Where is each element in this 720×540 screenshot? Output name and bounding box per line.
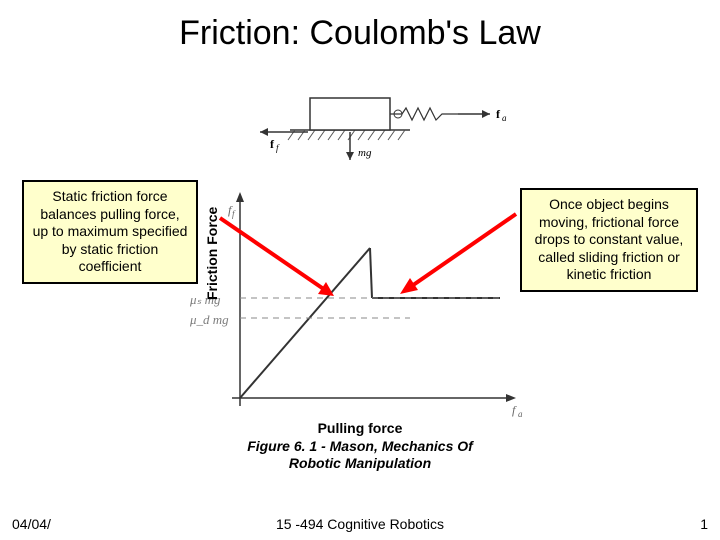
mu-d-label: μ_d mg — [190, 312, 229, 328]
svg-text:mg: mg — [358, 147, 372, 159]
x-axis-label: Pulling force — [0, 420, 720, 436]
svg-text:f: f — [270, 137, 275, 151]
friction-graph: f f f a — [180, 178, 540, 438]
svg-text:a: a — [518, 409, 523, 419]
svg-text:f: f — [512, 403, 517, 417]
caption-line1: Figure 6. 1 - Mason, Mechanics Of — [247, 438, 473, 454]
freebody-diagram: f f mg f a — [190, 70, 530, 170]
svg-text:f: f — [232, 209, 236, 219]
svg-text:a: a — [502, 113, 507, 123]
caption-line2: Robotic Manipulation — [289, 455, 431, 471]
svg-text:f: f — [496, 107, 501, 121]
y-axis-label: Friction Force — [204, 207, 220, 300]
callout-static: Static friction force balances pulling f… — [22, 180, 198, 284]
slide-title: Friction: Coulomb's Law — [0, 14, 720, 53]
figure-caption: Figure 6. 1 - Mason, Mechanics Of Roboti… — [0, 438, 720, 472]
footer-page: 1 — [700, 516, 708, 532]
callout-kinetic: Once object begins moving, frictional fo… — [520, 188, 698, 292]
svg-text:f: f — [276, 143, 280, 153]
footer-course: 15 -494 Cognitive Robotics — [0, 516, 720, 532]
